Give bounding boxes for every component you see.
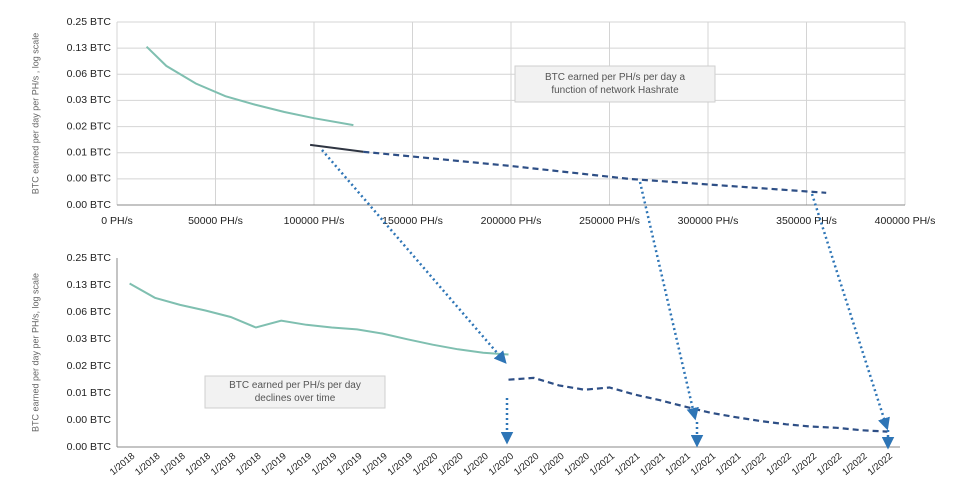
y-tick-label: 0.25 BTC <box>67 252 112 264</box>
y-tick-label: 0.03 BTC <box>67 94 112 106</box>
y-tick-label: 0.06 BTC <box>67 68 112 80</box>
annotation-box <box>204 375 386 409</box>
x-tick-label: 1/2020 <box>411 451 440 478</box>
arrow <box>321 149 507 364</box>
connector-arrows <box>321 149 895 450</box>
x-tick-label: 1/2018 <box>108 451 137 478</box>
x-tick-label: 1/2019 <box>386 451 415 478</box>
x-tick-label: 200000 PH/s <box>481 215 542 227</box>
plot-layer: 0.25 BTC 0.13 BTC 0.06 BTC 0.03 BTC 0.02 BTC… <box>30 16 935 478</box>
y-tick-label: 0.25 BTC <box>67 16 112 28</box>
y-tick-label: 0.01 BTC <box>67 146 112 158</box>
x-tick-label: 1/2020 <box>512 451 541 478</box>
arrow <box>810 193 890 431</box>
y-tick-label: 0.02 BTC <box>67 360 112 372</box>
x-tick-label: 1/2019 <box>259 451 288 478</box>
x-tick-label: 1/2022 <box>866 451 895 478</box>
x-tick-label: 1/2021 <box>664 451 693 478</box>
y-tick-label: 0.06 BTC <box>67 306 112 318</box>
x-tick-label: 350000 PH/s <box>776 215 837 227</box>
x-tick-label: 1/2020 <box>487 451 516 478</box>
x-tick-label: 1/2022 <box>739 451 768 478</box>
y-tick-label: 0.13 BTC <box>67 42 112 54</box>
x-tick-label: 1/2018 <box>209 451 238 478</box>
x-tick-label: 1/2019 <box>335 451 364 478</box>
x-tick-label: 400000 PH/s <box>875 215 936 227</box>
x-tick-label: 1/2022 <box>790 451 819 478</box>
series-line <box>145 45 354 127</box>
annotation-text: function of network Hashrate <box>551 85 679 96</box>
x-tick-label: 1/2018 <box>234 451 263 478</box>
x-tick-label: 1/2022 <box>765 451 794 478</box>
x-tick-label: 1/2021 <box>714 451 743 478</box>
x-tick-label: 1/2020 <box>537 451 566 478</box>
x-tick-label: 150000 PH/s <box>382 215 443 227</box>
x-tick-label: 300000 PH/s <box>678 215 739 227</box>
x-tick-label: 1/2018 <box>184 451 213 478</box>
annotation-text: declines over time <box>255 393 336 404</box>
annotation-text: BTC earned per PH/s per day <box>229 380 361 391</box>
y-tick-label: 0.00 BTC <box>67 441 112 453</box>
x-tick-label: 250000 PH/s <box>579 215 640 227</box>
x-tick-label: 1/2019 <box>360 451 389 478</box>
x-tick-label: 1/2018 <box>158 451 187 478</box>
y-tick-label: 0.13 BTC <box>67 279 112 291</box>
x-tick-label: 1/2019 <box>310 451 339 478</box>
x-tick-label: 1/2020 <box>562 451 591 478</box>
x-tick-label: 50000 PH/s <box>188 215 243 227</box>
y-tick-label: 0.01 BTC <box>67 387 112 399</box>
x-tick-label: 100000 PH/s <box>284 215 345 227</box>
series-line <box>129 282 509 356</box>
y-axis-label: BTC earned per day per PH/s, log scale <box>30 273 40 432</box>
y-axis-label: BTC earned per day per PH/s , log scale <box>30 33 40 195</box>
annotation-text: BTC earned per PH/s per day a <box>545 72 686 83</box>
series-line <box>309 143 364 153</box>
x-tick-label: 1/2022 <box>815 451 844 478</box>
y-tick-label: 0.03 BTC <box>67 333 112 345</box>
annotation-box <box>514 65 716 103</box>
x-tick-label: 1/2021 <box>638 451 667 478</box>
x-tick-label: 1/2021 <box>613 451 642 478</box>
x-tick-label: 1/2019 <box>285 451 314 478</box>
y-tick-label: 0.02 BTC <box>67 120 112 132</box>
x-tick-label: 1/2021 <box>689 451 718 478</box>
arrow <box>638 181 699 421</box>
x-tick-label: 1/2020 <box>461 451 490 478</box>
x-tick-label: 1/2020 <box>436 451 465 478</box>
x-tick-label: 1/2021 <box>588 451 617 478</box>
y-tick-label: 0.00 BTC <box>67 199 112 211</box>
x-tick-label: 1/2022 <box>840 451 869 478</box>
y-tick-label: 0.00 BTC <box>67 173 112 185</box>
y-tick-label: 0.00 BTC <box>67 414 112 426</box>
x-tick-label: 0 PH/s <box>101 215 133 227</box>
x-tick-label: 1/2018 <box>133 451 162 478</box>
series-line <box>363 150 827 194</box>
